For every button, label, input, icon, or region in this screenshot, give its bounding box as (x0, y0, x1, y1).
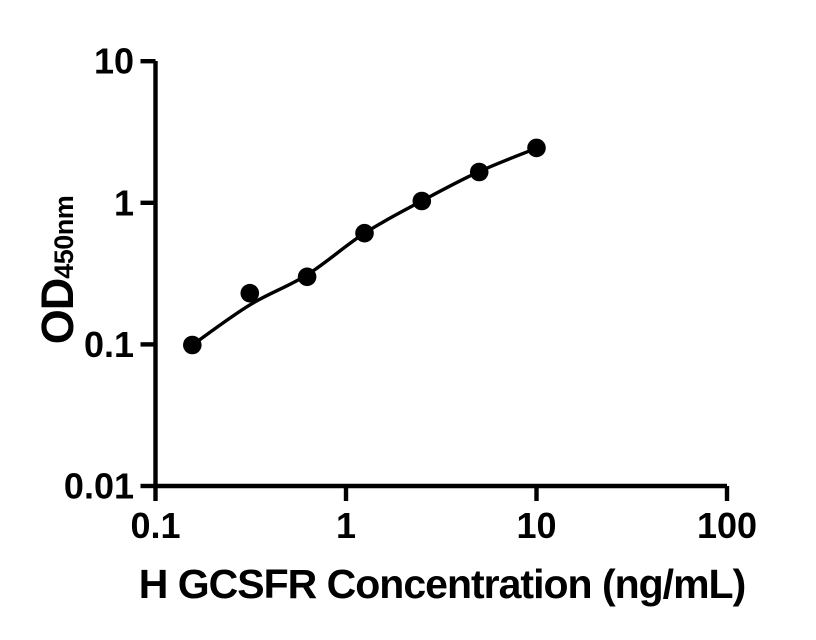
y-axis-title-main: OD (32, 279, 83, 345)
data-point (527, 138, 546, 158)
x-tick-label: 1 (336, 505, 356, 546)
data-point (412, 191, 432, 211)
data-point (469, 162, 489, 182)
x-tick-label: 0.1 (130, 505, 180, 546)
data-point (355, 223, 374, 243)
data-point (240, 283, 260, 303)
y-axis-title: OD450nm (32, 196, 83, 345)
x-tick-label: 10 (516, 505, 556, 546)
data-point (297, 267, 317, 287)
y-tick-label: 10 (94, 41, 134, 82)
y-tick-label: 0.01 (64, 466, 134, 507)
axis-lines (153, 61, 727, 489)
y-axis-title-subscript: 450nm (49, 196, 79, 279)
y-tick-label: 1 (114, 182, 134, 223)
data-point (183, 335, 202, 355)
data-points (183, 138, 546, 355)
x-axis-title: H GCSFR Concentration (ng/mL) (139, 561, 745, 607)
x-tick-label: 100 (697, 505, 757, 546)
y-tick-label: 0.1 (84, 324, 134, 365)
axis-ticks (140, 59, 730, 501)
